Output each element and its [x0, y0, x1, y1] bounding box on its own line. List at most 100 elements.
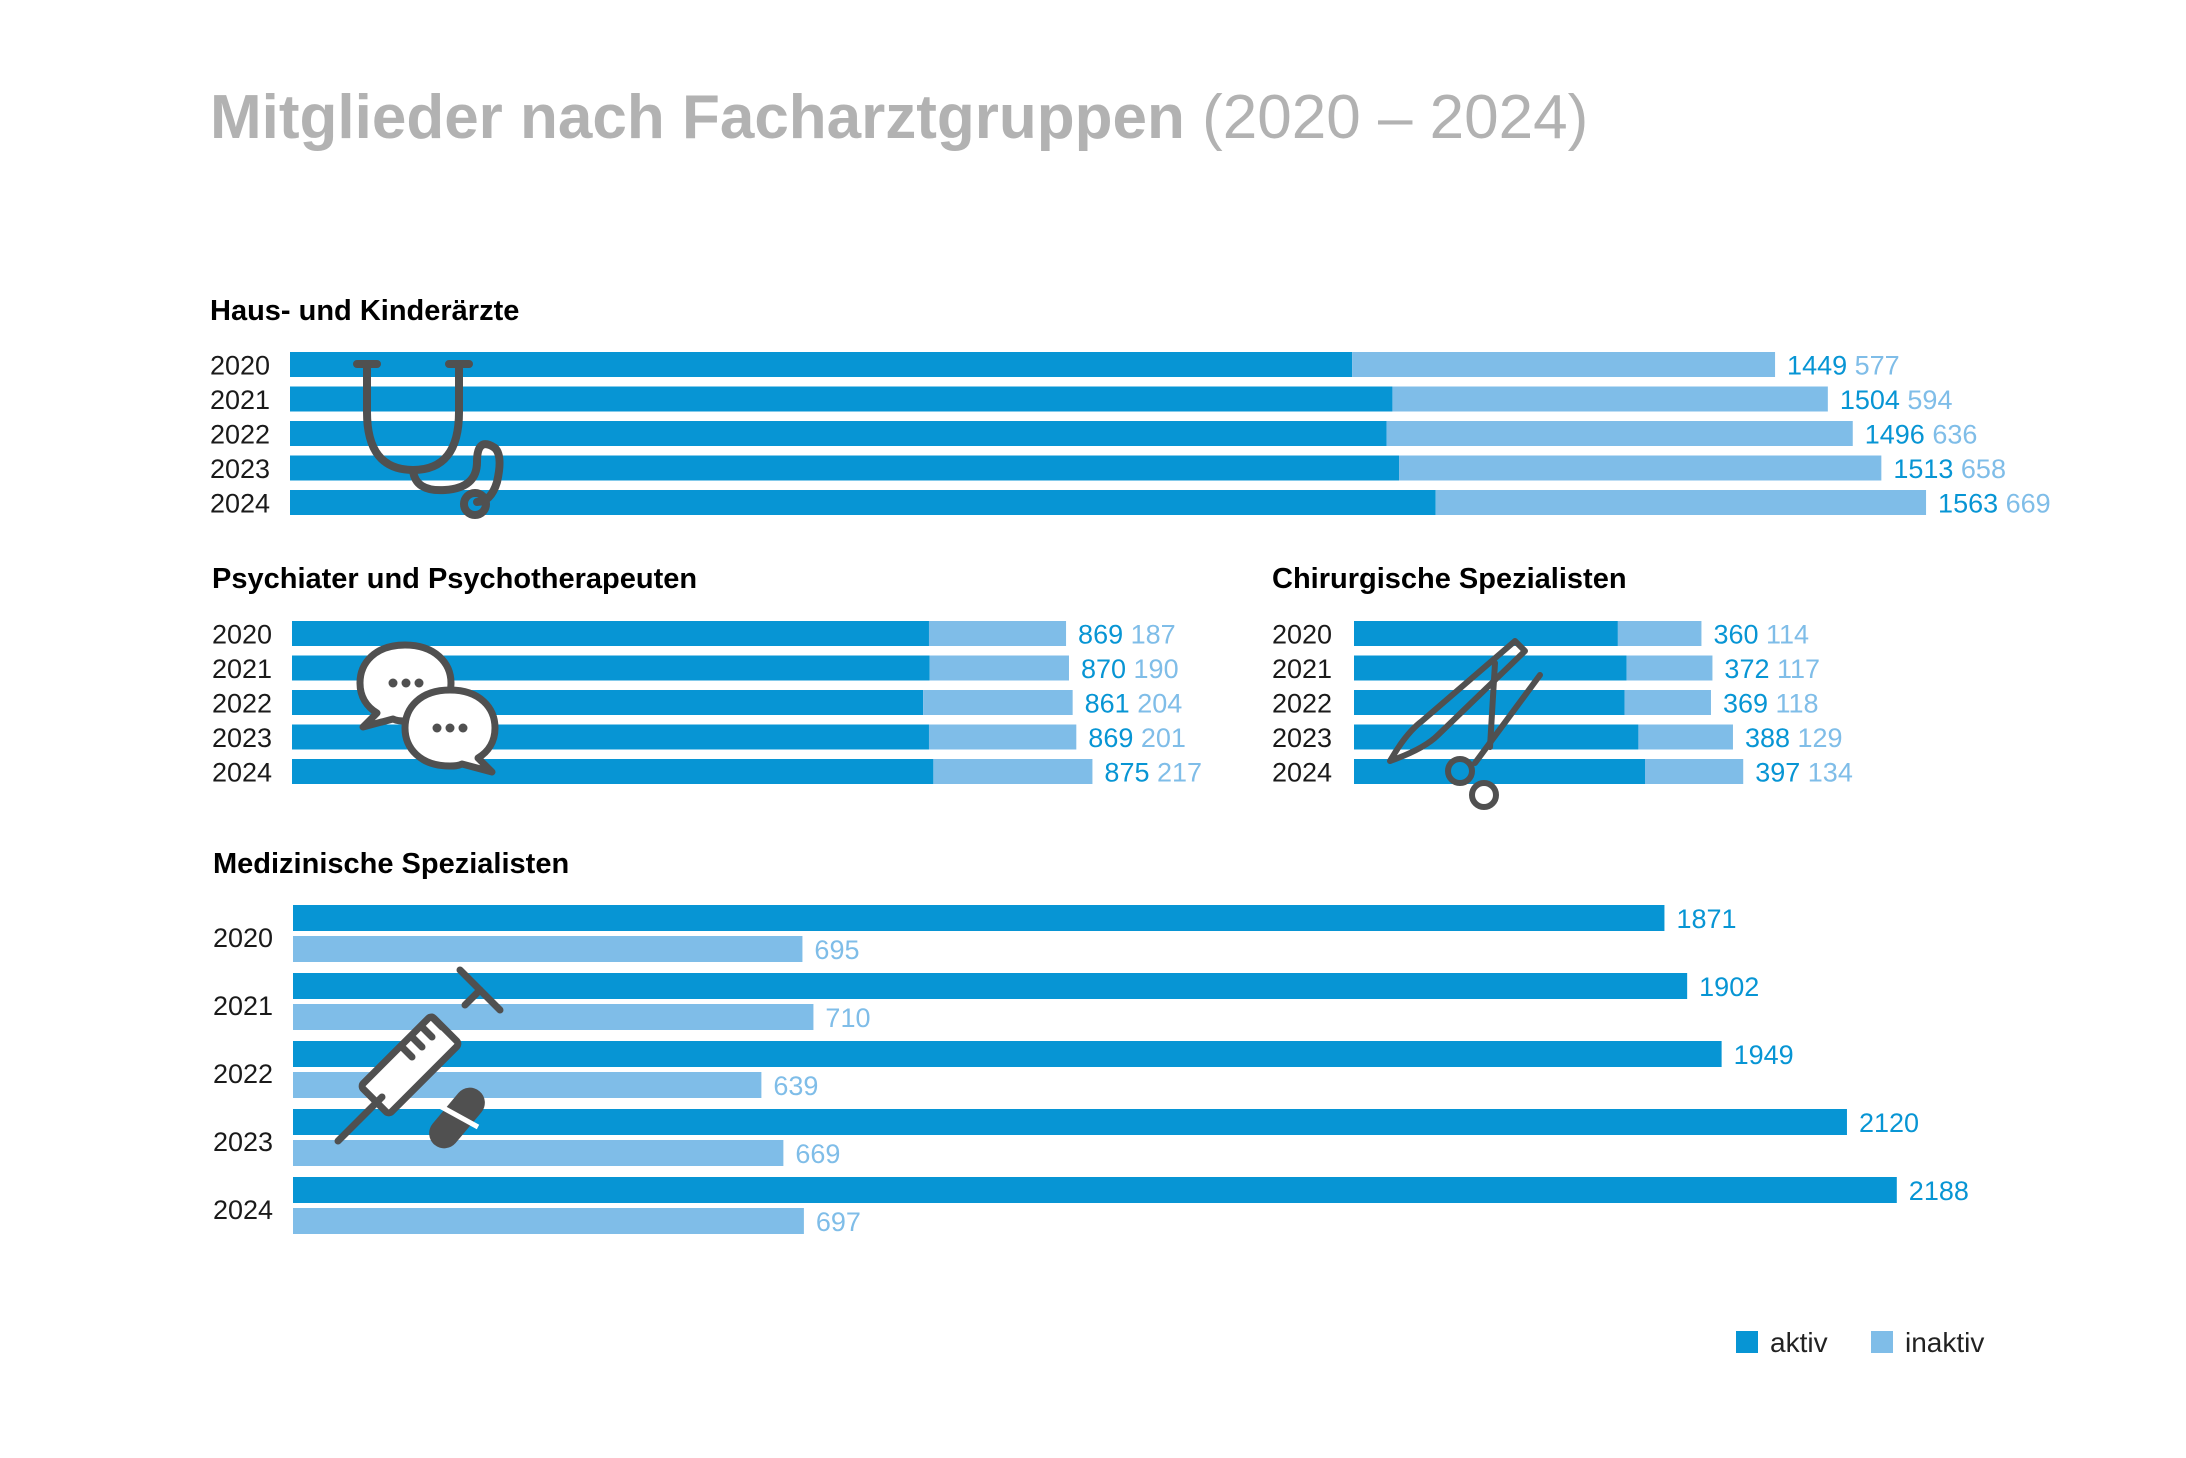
- value-label-aktiv: 2188: [1909, 1176, 1969, 1206]
- bar-inaktiv: [1399, 455, 1882, 481]
- value-label-inaktiv: 129: [1790, 723, 1843, 753]
- bar-inaktiv: [928, 621, 1067, 646]
- value-label-aktiv: 372: [1724, 654, 1769, 684]
- value-label-group: 870 190: [1081, 654, 1179, 684]
- title-main: Mitglieder nach Facharztgruppen: [210, 83, 1185, 152]
- value-label-group: 1513 658: [1893, 454, 2006, 484]
- value-label-group: 372 117: [1724, 654, 1820, 684]
- value-label-aktiv: 1949: [1734, 1040, 1794, 1070]
- year-label: 2022: [213, 1059, 273, 1089]
- bar-aktiv: [1354, 759, 1646, 784]
- value-label-inaktiv: 117: [1769, 654, 1820, 684]
- bar-inaktiv: [923, 690, 1073, 715]
- bar-inaktiv: [1626, 655, 1713, 681]
- year-label: 2022: [1272, 689, 1332, 719]
- value-label-inaktiv: 190: [1126, 654, 1179, 684]
- year-label: 2021: [1272, 654, 1332, 684]
- value-label-inaktiv: 639: [773, 1071, 818, 1101]
- value-label-aktiv: 1449: [1787, 351, 1847, 381]
- value-label-inaktiv: 134: [1800, 758, 1853, 788]
- legend-label-inaktiv: inaktiv: [1905, 1327, 1984, 1358]
- bar-inaktiv: [928, 724, 1077, 750]
- value-label-aktiv: 869: [1078, 620, 1123, 650]
- bar-inaktiv: [293, 1004, 814, 1030]
- scalpel-scissors-icon: [1387, 638, 1543, 810]
- value-label-inaktiv: 204: [1130, 689, 1183, 719]
- bar-aktiv: [293, 1177, 1897, 1203]
- value-label-aktiv: 1504: [1840, 385, 1900, 415]
- value-label-inaktiv: 636: [1925, 420, 1978, 450]
- panel-title: Medizinische Spezialisten: [213, 848, 569, 880]
- year-label: 2020: [213, 923, 273, 953]
- panel-title: Haus- und Kinderärzte: [210, 295, 519, 327]
- syringe-pill-icon: [334, 966, 504, 1149]
- bar-aktiv: [290, 421, 1387, 446]
- value-label-aktiv: 2120: [1859, 1108, 1919, 1138]
- value-label-group: 360 114: [1713, 620, 1809, 650]
- year-label: 2022: [212, 689, 272, 719]
- bar-inaktiv: [1435, 490, 1927, 515]
- legend-swatch-aktiv: [1736, 1331, 1758, 1353]
- value-label-group: 1496 636: [1865, 420, 1978, 450]
- value-label-aktiv: 870: [1081, 654, 1126, 684]
- bar-inaktiv: [933, 759, 1093, 784]
- value-label-group: 875 217: [1104, 758, 1202, 788]
- value-label-aktiv: 861: [1085, 689, 1130, 719]
- value-label-inaktiv: 695: [814, 935, 859, 965]
- value-label-group: 1563 669: [1938, 489, 2051, 519]
- bar-aktiv: [292, 724, 929, 750]
- value-label-group: 1504 594: [1840, 385, 1953, 415]
- stethoscope-icon: [353, 360, 504, 519]
- value-label-inaktiv: 697: [816, 1207, 861, 1237]
- bar-aktiv: [293, 905, 1665, 931]
- year-label: 2023: [1272, 723, 1332, 753]
- chart-title: Mitglieder nach Facharztgruppen (2020 – …: [210, 82, 1588, 153]
- bar-aktiv: [293, 1109, 1847, 1135]
- bar-aktiv: [293, 1041, 1722, 1067]
- value-label-inaktiv: 710: [825, 1003, 870, 1033]
- year-label: 2022: [210, 420, 270, 450]
- value-label-inaktiv: 577: [1847, 351, 1900, 381]
- value-label-inaktiv: 669: [1998, 489, 2051, 519]
- year-label: 2024: [213, 1195, 273, 1225]
- value-label-group: 869 201: [1088, 723, 1186, 753]
- bar-aktiv: [1354, 621, 1618, 646]
- legend-label-aktiv: aktiv: [1770, 1327, 1828, 1358]
- panel-title: Psychiater und Psychotherapeuten: [212, 563, 697, 595]
- year-label: 2024: [212, 758, 272, 788]
- value-label-aktiv: 369: [1723, 689, 1768, 719]
- legend-swatch-inaktiv: [1871, 1331, 1893, 1353]
- bar-inaktiv: [1352, 352, 1776, 377]
- value-label-group: 388 129: [1745, 723, 1843, 753]
- bar-inaktiv: [1392, 386, 1828, 412]
- year-label: 2021: [212, 654, 272, 684]
- year-label: 2020: [1272, 620, 1332, 650]
- value-label-inaktiv: 217: [1149, 758, 1202, 788]
- value-label-inaktiv: 669: [795, 1139, 840, 1169]
- value-label-aktiv: 869: [1088, 723, 1133, 753]
- value-label-group: 1449 577: [1787, 351, 1900, 381]
- speech-bubbles-icon: [356, 641, 499, 776]
- bar-aktiv: [292, 759, 934, 784]
- bar-aktiv: [293, 973, 1688, 999]
- year-label: 2020: [212, 620, 272, 650]
- bar-aktiv: [290, 386, 1393, 412]
- year-label: 2023: [212, 723, 272, 753]
- value-label-group: 369 118: [1723, 689, 1819, 719]
- bar-inaktiv: [293, 1140, 784, 1166]
- year-label: 2023: [213, 1127, 273, 1157]
- value-label-aktiv: 1513: [1893, 454, 1953, 484]
- year-label: 2024: [1272, 758, 1332, 788]
- year-label: 2021: [210, 385, 270, 415]
- value-label-aktiv: 875: [1104, 758, 1149, 788]
- year-label: 2020: [210, 351, 270, 381]
- bar-inaktiv: [929, 655, 1069, 681]
- value-label-aktiv: 1563: [1938, 489, 1998, 519]
- year-label: 2021: [213, 991, 273, 1021]
- panel-title: Chirurgische Spezialisten: [1272, 563, 1627, 595]
- bar-inaktiv: [1617, 621, 1702, 646]
- value-label-group: 869 187: [1078, 620, 1176, 650]
- value-label-group: 861 204: [1085, 689, 1183, 719]
- value-label-aktiv: 1496: [1865, 420, 1925, 450]
